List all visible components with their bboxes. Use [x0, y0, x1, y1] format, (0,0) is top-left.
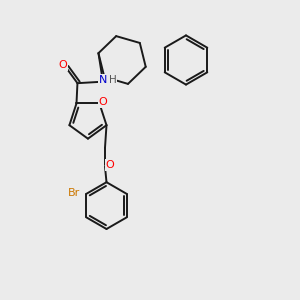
Text: O: O	[105, 160, 114, 170]
Text: Br: Br	[68, 188, 80, 198]
Text: O: O	[99, 97, 107, 107]
Text: N: N	[99, 75, 108, 85]
Text: H: H	[109, 75, 116, 85]
Text: O: O	[59, 60, 68, 70]
